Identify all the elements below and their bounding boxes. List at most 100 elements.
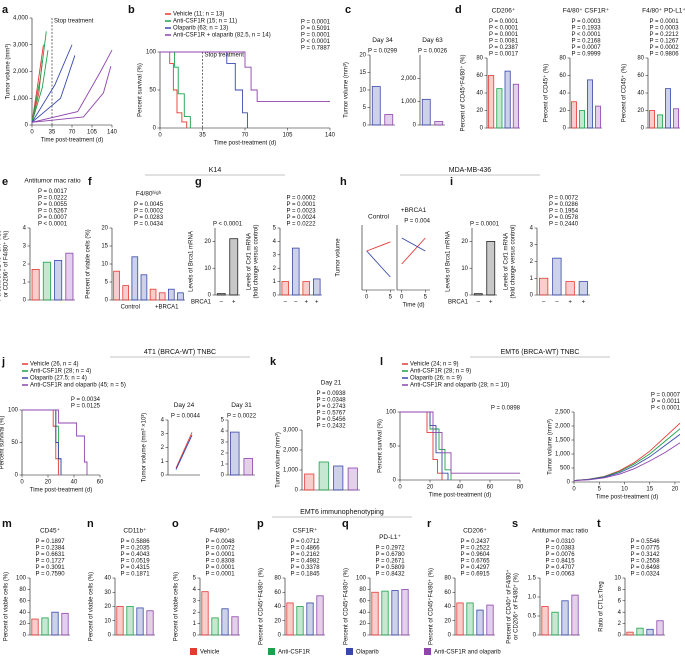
y-axis-label: Percent of CD40⁺ of F4/80⁺ <box>0 227 3 301</box>
p-value: P = 0.0022 <box>227 414 257 420</box>
y-tick-label: 60 <box>19 598 26 604</box>
bar <box>551 611 559 636</box>
p-value: P = 0.6780 <box>375 552 405 558</box>
x-tick-label: 20 <box>427 485 434 491</box>
p-value: P = 0.0519 <box>120 559 150 565</box>
x-axis-label: BRCA1 <box>448 300 469 306</box>
panel-letter: t <box>597 518 601 530</box>
p-value: P = 0.0324 <box>630 572 660 578</box>
p-value: P < 0.0001 <box>38 222 68 228</box>
bar <box>312 278 321 296</box>
legend-label: Vehicle <box>200 650 220 656</box>
p-value: P = 0.2671 <box>375 559 405 565</box>
x-tick-label: – <box>477 300 481 306</box>
p-value: P = 0.0001 <box>205 565 235 571</box>
panel-letter: j <box>1 356 5 368</box>
legend-label: Anti-CSF1R <box>278 650 311 656</box>
y-axis-label: Percent of CD45⁺F4/80⁺ (%) <box>428 568 435 645</box>
bar <box>306 602 314 636</box>
y-tick-label: 8 <box>618 587 622 593</box>
bar <box>177 292 184 301</box>
p-value: P = 0.5546 <box>630 539 660 545</box>
y-tick-label: 80 <box>274 576 281 582</box>
y-axis-label: Percent survival (%) <box>378 419 384 473</box>
p-value: P = 0.0286 <box>549 202 579 208</box>
chart-title: Antitumor mac ratio <box>532 528 589 535</box>
p-value: P = 0.0712 <box>290 539 320 545</box>
p-value: P = 0.4707 <box>545 565 575 571</box>
p-value: P = 0.0310 <box>545 539 575 545</box>
group-label: +BRCA1 <box>155 305 179 311</box>
p-value: P = 0.5456 <box>316 417 346 423</box>
bar <box>473 293 483 296</box>
p-value: P = 0.5809 <box>375 565 405 571</box>
p-value: P = 0.0023 <box>286 209 316 215</box>
p-value: P = 0.6915 <box>460 572 490 578</box>
panel-letter: d <box>455 4 462 16</box>
x-tick-label: 70 <box>242 133 249 139</box>
y-tick-label: 5 <box>221 418 225 424</box>
y-tick-label: 10 <box>101 262 108 268</box>
bar <box>113 270 120 301</box>
y-tick-label: 0 <box>23 298 27 304</box>
p-value: P = 0.0003 <box>571 19 601 25</box>
bar <box>54 259 63 301</box>
reference-label: Stop treatment <box>205 53 245 59</box>
p-value: P = 0.004 <box>404 219 430 225</box>
x-tick-label: – <box>294 300 298 306</box>
x-tick-label: – <box>284 300 288 306</box>
y-tick-label: 100 <box>146 50 157 56</box>
p-value: P = 0.8432 <box>375 572 405 578</box>
y-tick-label: 4 <box>161 418 165 424</box>
series-line <box>175 434 193 470</box>
series-line <box>573 422 681 482</box>
y-tick-label: 30 <box>104 590 111 596</box>
series-line <box>31 31 47 123</box>
y-tick-label: 20 <box>19 621 26 627</box>
survival-curve <box>160 51 188 128</box>
y-tick-label: 60 <box>637 73 644 79</box>
y-tick-label: 15 <box>359 70 366 76</box>
bar <box>122 285 130 301</box>
p-value: P = 0.0002 <box>649 45 679 51</box>
bar <box>281 281 290 296</box>
p-value: P = 0.0938 <box>316 391 346 397</box>
y-tick-label: 1.5 <box>528 576 537 582</box>
p-value: P = 0.0001 <box>301 33 331 39</box>
y-tick-label: 80 <box>476 56 483 62</box>
y-tick-label: 20 <box>559 108 566 114</box>
y-tick-label: 2 <box>161 445 165 451</box>
series-line <box>31 50 49 123</box>
y-tick-label: 50 <box>389 444 396 450</box>
y-tick-label: 3 <box>161 431 165 437</box>
y-tick-label: 2,000 <box>555 424 571 430</box>
bar <box>149 288 157 301</box>
bar <box>136 607 144 636</box>
bar <box>649 110 655 129</box>
y-tick-label: 500 <box>560 466 571 472</box>
panel-letter: p <box>257 518 264 530</box>
panel-letter: b <box>128 4 135 16</box>
panel-letter: r <box>427 518 432 530</box>
y-axis-label: Tumor volume (mm³) <box>548 419 554 475</box>
y-tick-label: 3 <box>530 242 534 248</box>
y-axis-label: Ratio of CTLs:Treg <box>599 581 605 631</box>
y-tick-label: 1,000 <box>13 96 29 102</box>
x-tick-label: + <box>232 300 236 306</box>
p-value: P = 0.2522 <box>460 546 490 552</box>
p-value: P = 0.4982 <box>290 559 320 565</box>
y-tick-label: 2,500 <box>555 410 571 416</box>
p-value: P = 0.0024 <box>286 215 316 221</box>
x-tick-label: 60 <box>487 485 494 491</box>
p-value: P = 0.3091 <box>35 565 65 571</box>
panel-letter: n <box>87 518 94 530</box>
y-tick-label: 1.0 <box>528 595 537 601</box>
bar <box>126 606 134 636</box>
y-tick-label: 20 <box>476 108 483 114</box>
y-tick-label: 3,000 <box>13 42 29 48</box>
bar <box>401 589 409 636</box>
p-value: P = 0.4043 <box>120 552 150 558</box>
legend-label: Anti-CSF1R + olaparib (82.5, n = 14) <box>173 33 271 39</box>
bar <box>673 108 679 129</box>
